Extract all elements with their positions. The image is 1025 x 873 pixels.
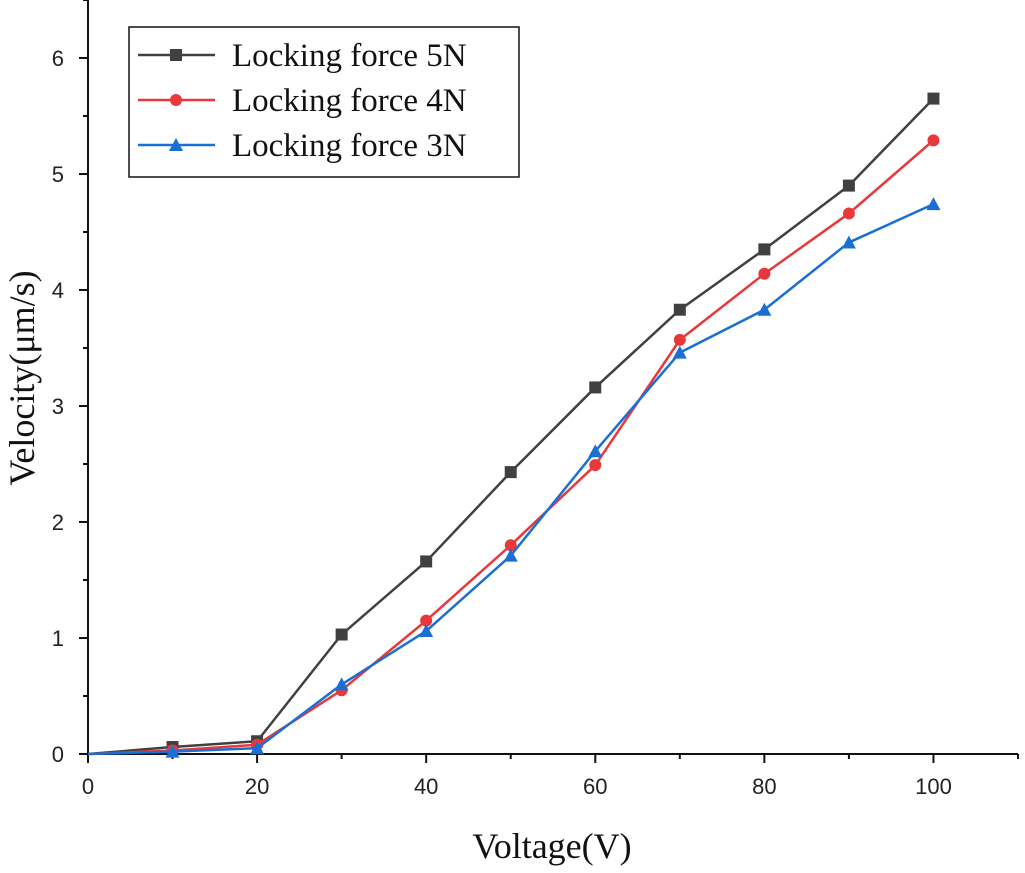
data-point [335, 628, 348, 641]
series-3 [87, 197, 941, 758]
y-tick-label: 1 [52, 626, 64, 651]
y-tick-label: 5 [52, 162, 64, 187]
data-point [419, 624, 434, 638]
data-point [758, 243, 771, 256]
data-point [503, 548, 518, 562]
legend-marker [170, 94, 182, 106]
series-layer [87, 92, 941, 758]
legend-item: Locking force 5N [138, 38, 467, 74]
x-tick-label: 100 [915, 774, 952, 799]
data-point [927, 92, 940, 105]
legend-box [128, 26, 520, 178]
x-tick-label: 60 [583, 774, 607, 799]
legend-item: Locking force 4N [138, 83, 467, 119]
data-point [672, 345, 687, 359]
data-point [842, 179, 855, 192]
data-point [334, 677, 349, 691]
data-point [926, 197, 941, 211]
data-point [758, 267, 771, 280]
data-point [589, 381, 602, 394]
y-tick-label: 0 [52, 742, 64, 767]
legend-item: Locking force 3N [138, 128, 467, 164]
legend: Locking force 5N Locking force 4N Locking … [128, 26, 520, 178]
y-axis-title: Velocity(μm/s) [2, 270, 42, 485]
series-2 [87, 134, 940, 757]
legend-marker [169, 138, 183, 151]
data-point [927, 134, 940, 147]
data-point [757, 302, 772, 316]
data-point [673, 303, 686, 316]
x-tick-label: 40 [414, 774, 438, 799]
axes: 0 20 40 60 80 100 0 1 2 3 4 5 6 [52, 0, 1019, 799]
x-tick-label: 0 [82, 774, 94, 799]
data-point [589, 459, 602, 472]
legend-label: Locking force 5N [232, 38, 467, 74]
y-tick-label: 3 [52, 394, 64, 419]
data-point [420, 555, 433, 568]
data-point [250, 741, 265, 755]
data-point [504, 539, 517, 552]
legend-marker [170, 49, 182, 61]
data-point [842, 207, 855, 220]
data-point [673, 333, 686, 346]
x-tick-label: 20 [245, 774, 269, 799]
data-point [165, 744, 180, 758]
data-point [504, 466, 517, 479]
x-axis-title: Voltage(V) [472, 826, 631, 866]
y-tick-label: 6 [52, 46, 64, 71]
y-tick-label: 2 [52, 510, 64, 535]
data-point [588, 444, 603, 458]
legend-label: Locking force 4N [232, 83, 467, 119]
y-tick-label: 4 [52, 278, 64, 303]
data-point [841, 235, 856, 249]
data-point [420, 614, 433, 627]
x-tick-label: 80 [752, 774, 776, 799]
legend-label: Locking force 3N [232, 128, 467, 164]
